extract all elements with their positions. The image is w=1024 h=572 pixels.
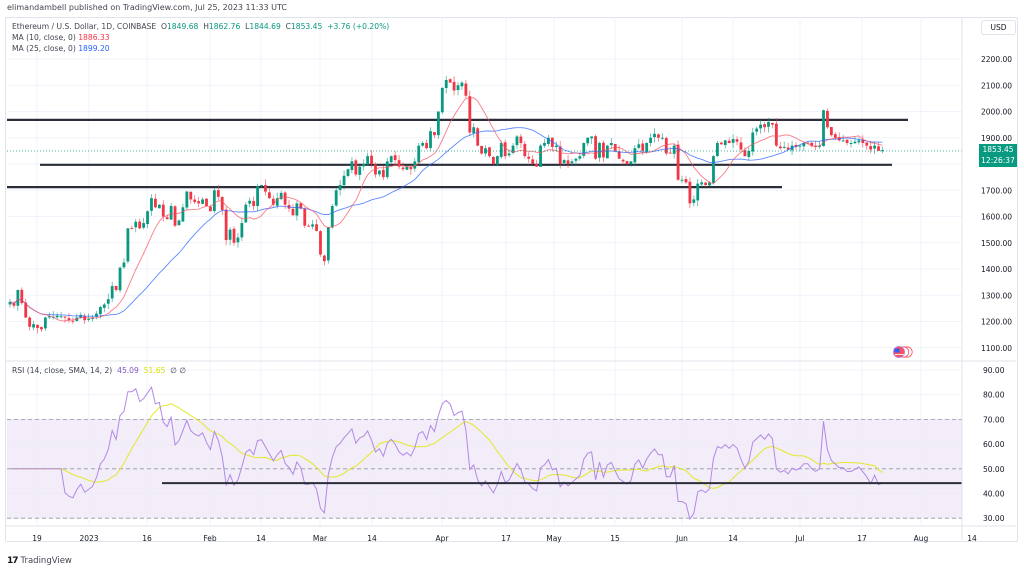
svg-text:1100.00: 1100.00 (981, 344, 1012, 353)
rsi-value: 45.09 (117, 366, 139, 375)
svg-text:17: 17 (501, 534, 511, 543)
publisher-credit: elimandambell published on TradingView.c… (7, 3, 287, 12)
chart-legend: Ethereum / U.S. Dollar, 1D, COINBASE O18… (12, 21, 389, 54)
rsi-sma-line (10, 403, 883, 489)
bar-countdown: 12:26:37 (981, 155, 1015, 165)
close-value: 1853.45 (290, 22, 323, 31)
svg-text:Aug: Aug (914, 534, 929, 543)
svg-text:14: 14 (256, 534, 266, 543)
open-value: 1849.68 (166, 22, 199, 31)
svg-text:1600.00: 1600.00 (981, 213, 1012, 222)
chart-frame (5, 17, 1018, 542)
svg-text:14: 14 (967, 534, 977, 543)
last-price-tag: 1853.45 12:26:37 (979, 144, 1017, 167)
svg-text:30.00: 30.00 (983, 514, 1005, 523)
svg-text:70.00: 70.00 (983, 415, 1005, 424)
high-value: 1862.76 (208, 22, 241, 31)
svg-text:50.00: 50.00 (983, 465, 1005, 474)
svg-text:1700.00: 1700.00 (981, 186, 1012, 195)
svg-text:40.00: 40.00 (983, 490, 1005, 499)
svg-text:Jul: Jul (794, 534, 804, 543)
currency-button[interactable]: USD (981, 20, 1016, 35)
candlesticks (8, 76, 884, 334)
svg-text:17: 17 (857, 534, 867, 543)
svg-text:2100.00: 2100.00 (981, 81, 1012, 90)
svg-text:Jun: Jun (675, 534, 688, 543)
low-value: 1844.69 (249, 22, 281, 31)
us-flag-events-icon[interactable] (888, 346, 914, 358)
svg-text:1400.00: 1400.00 (981, 265, 1012, 274)
rsi-sma-value: 51.65 (143, 366, 166, 375)
rsi-line (10, 385, 883, 521)
svg-text:90.00: 90.00 (983, 366, 1005, 375)
ma25-legend[interactable]: MA (25, close, 0) 1899.20 (12, 44, 110, 53)
change-value: +3.76 (+0.20%) (327, 22, 390, 31)
last-price: 1853.45 (982, 145, 1014, 154)
svg-text:2000.00: 2000.00 (981, 108, 1012, 117)
svg-text:15: 15 (610, 534, 620, 543)
rsi-guide-lines (7, 418, 962, 519)
svg-text:May: May (546, 534, 562, 543)
ma10-legend[interactable]: MA (10, close, 0) 1886.33 (12, 33, 110, 42)
price-axis: 2200.002100.002000.001900.001800.001700.… (981, 55, 1012, 353)
rsi-legend[interactable]: RSI (14, close, SMA, 14, 2) 45.09 51.65 … (12, 366, 186, 375)
svg-text:60.00: 60.00 (983, 440, 1005, 449)
svg-text:2023: 2023 (79, 534, 98, 543)
svg-text:14: 14 (367, 534, 377, 543)
time-axis: 19 2023 16 Feb 14 Mar 14 Apr 17 May 15 Jun 14 Jul 17 Au… (32, 534, 977, 543)
svg-text:19: 19 (32, 534, 42, 543)
symbol-title[interactable]: Ethereum / U.S. Dollar, 1D, COINBASE (12, 22, 157, 31)
ma25-line (9, 127, 883, 317)
tradingview-logo[interactable]: 17 TradingView (7, 556, 72, 566)
svg-text:1200.00: 1200.00 (981, 318, 1012, 327)
svg-text:16: 16 (142, 534, 152, 543)
svg-text:1900.00: 1900.00 (981, 134, 1012, 143)
trendlines (7, 118, 908, 189)
ohlc-row: Ethereum / U.S. Dollar, 1D, COINBASE O18… (12, 22, 390, 31)
svg-text:1300.00: 1300.00 (981, 291, 1012, 300)
svg-text:1500.00: 1500.00 (981, 239, 1012, 248)
tradingview-mark-icon: 17 (7, 556, 18, 566)
svg-text:Mar: Mar (313, 534, 328, 543)
svg-text:2200.00: 2200.00 (981, 55, 1012, 64)
svg-text:80.00: 80.00 (983, 391, 1005, 400)
svg-text:14: 14 (728, 534, 738, 543)
svg-text:Apr: Apr (436, 534, 450, 543)
ma10-line (9, 97, 883, 322)
svg-text:Feb: Feb (203, 534, 217, 543)
rsi-axis: 90.00 80.00 70.00 60.00 50.00 40.00 30.00 (983, 366, 1005, 523)
